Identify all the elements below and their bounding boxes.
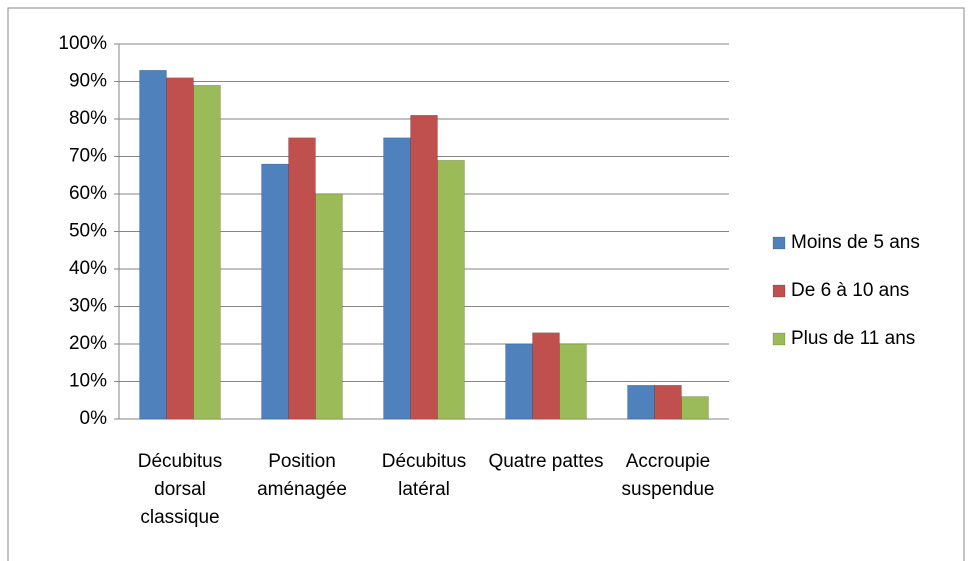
legend-swatch <box>772 236 786 250</box>
bar <box>410 115 438 420</box>
y-tick-label: 50% <box>69 221 107 242</box>
legend-label: Plus de 11 ans <box>791 328 915 349</box>
legend-swatch <box>772 284 786 298</box>
bar <box>505 343 533 420</box>
bar <box>627 385 655 420</box>
x-tick-label: Accroupie suspendue <box>621 451 715 500</box>
y-tick-label: 60% <box>69 183 107 204</box>
bar <box>261 163 289 420</box>
x-tick-label: Décubitus latéral <box>381 451 467 500</box>
bar <box>383 137 411 420</box>
legend-swatch <box>772 332 786 346</box>
y-tick-label: 100% <box>58 33 107 54</box>
x-tick-label: Position aménagée <box>257 451 347 500</box>
bar <box>532 332 560 420</box>
y-tick-label: 0% <box>80 408 108 429</box>
bar <box>681 396 709 420</box>
x-tick-label: Décubitus dorsal classique <box>137 451 223 528</box>
x-tick-label: Quatre pattes <box>488 451 604 472</box>
y-tick-label: 10% <box>69 371 107 392</box>
legend-label: Moins de 5 ans <box>791 232 920 253</box>
bar <box>654 385 682 420</box>
bar <box>288 137 316 420</box>
chart-border <box>7 7 965 561</box>
y-tick-label: 70% <box>69 146 107 167</box>
y-tick-label: 30% <box>69 296 107 317</box>
bar <box>139 70 167 420</box>
y-tick-label: 40% <box>69 258 107 279</box>
bar <box>193 85 221 420</box>
y-tick-label: 20% <box>69 333 107 354</box>
legend-label: De 6 à 10 ans <box>791 280 909 301</box>
bar <box>559 343 587 420</box>
y-tick-label: 80% <box>69 108 107 129</box>
y-tick-label: 90% <box>69 71 107 92</box>
bar <box>166 77 194 420</box>
bar <box>315 193 343 420</box>
bar <box>437 160 465 420</box>
